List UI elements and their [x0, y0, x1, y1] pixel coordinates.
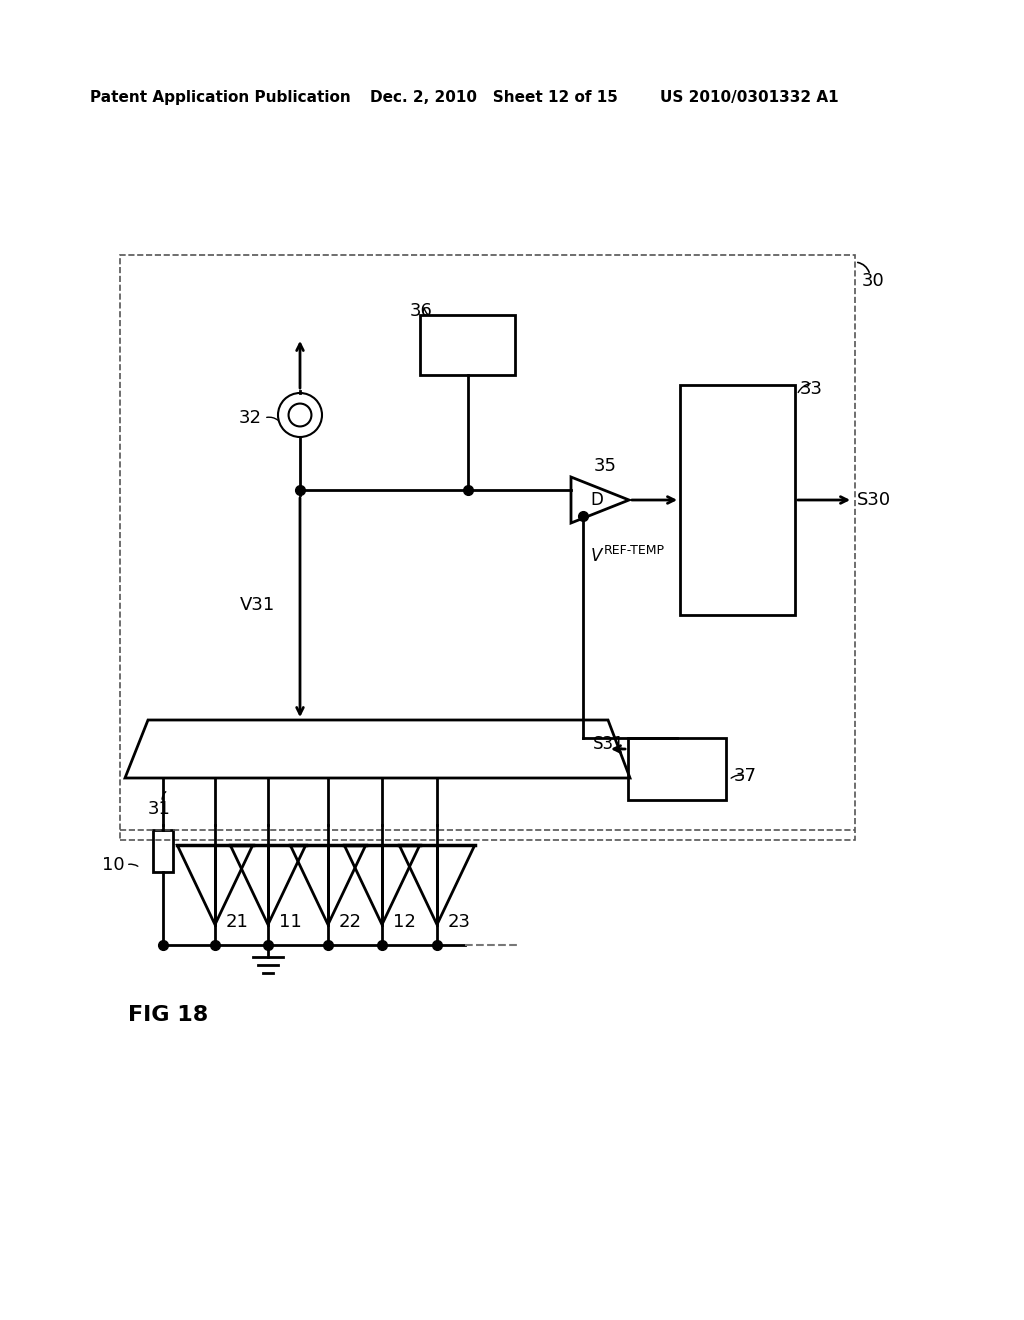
- Text: Dec. 2, 2010   Sheet 12 of 15: Dec. 2, 2010 Sheet 12 of 15: [370, 90, 617, 106]
- Text: US 2010/0301332 A1: US 2010/0301332 A1: [660, 90, 839, 106]
- Text: V: V: [591, 546, 602, 565]
- Text: S30: S30: [857, 491, 891, 510]
- Text: 33: 33: [800, 380, 823, 399]
- Text: 35: 35: [594, 457, 616, 475]
- Text: FIG 18: FIG 18: [128, 1005, 208, 1026]
- Bar: [153, 830, 173, 873]
- Text: D: D: [591, 491, 603, 510]
- Text: 32: 32: [239, 409, 262, 426]
- Text: 11: 11: [279, 913, 302, 931]
- Text: 22: 22: [339, 913, 362, 931]
- Text: 30: 30: [862, 272, 885, 290]
- Text: V31: V31: [240, 597, 275, 614]
- Text: S31: S31: [593, 735, 625, 752]
- Bar: [680, 385, 795, 615]
- Text: REF-TEMP: REF-TEMP: [604, 544, 665, 557]
- Text: 12: 12: [393, 913, 416, 931]
- Bar: [420, 315, 515, 375]
- Text: 21: 21: [226, 913, 249, 931]
- Text: 10: 10: [102, 855, 125, 874]
- Bar: [628, 738, 726, 800]
- Text: 36: 36: [410, 302, 433, 319]
- Text: Patent Application Publication: Patent Application Publication: [90, 90, 351, 106]
- Text: 23: 23: [449, 913, 471, 931]
- Text: 31: 31: [148, 800, 171, 818]
- Text: 37: 37: [734, 767, 757, 785]
